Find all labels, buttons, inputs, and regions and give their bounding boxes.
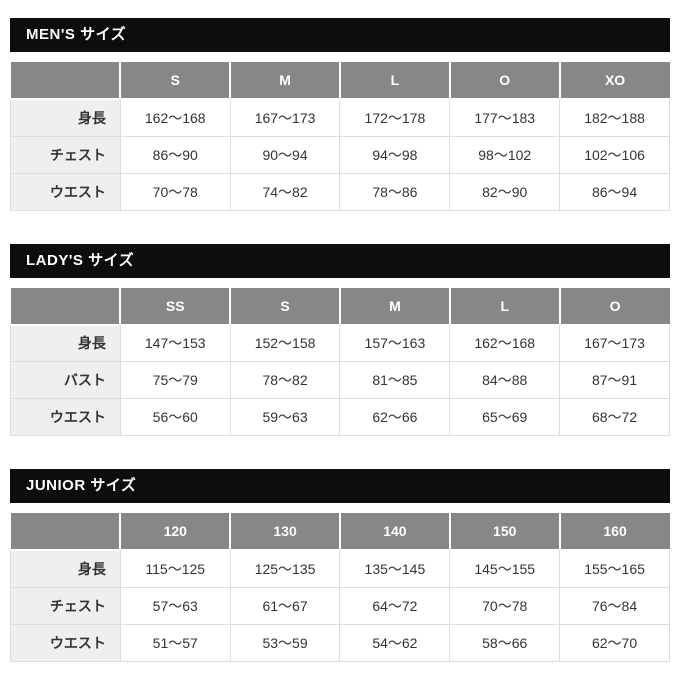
header-row: 120 130 140 150 160 [10,513,670,551]
table-row: ウエスト 51〜57 53〜59 54〜62 58〜66 62〜70 [10,623,670,662]
corner-cell [10,287,121,326]
size-cell: 167〜173 [229,98,341,137]
size-cell: 182〜188 [559,98,670,137]
row-label: バスト [10,361,121,399]
table-row: バスト 75〜79 78〜82 81〜85 84〜88 87〜91 [10,361,670,399]
size-cell: 167〜173 [559,324,670,362]
size-cell: 81〜85 [339,361,451,399]
size-cell: 61〜67 [229,586,341,625]
column-header: SS [119,287,231,326]
row-label: 身長 [10,549,121,588]
size-cell: 86〜90 [119,135,231,174]
table-row: チェスト 86〜90 90〜94 94〜98 98〜102 102〜106 [10,135,670,174]
size-cell: 64〜72 [339,586,451,625]
corner-cell [10,62,121,100]
size-table-junior: 120 130 140 150 160 身長 115〜125 125〜135 1… [10,513,670,662]
size-cell: 62〜66 [339,398,451,436]
size-section-ladys: LADY'S サイズ SS S M L O 身長 147〜153 152〜158 [10,243,670,436]
section-title: JUNIOR サイズ [26,477,137,494]
size-table-ladys: SS S M L O 身長 147〜153 152〜158 157〜163 16… [10,287,670,436]
table-row: 身長 162〜168 167〜173 172〜178 177〜183 182〜1… [10,98,670,137]
size-cell: 157〜163 [339,324,451,362]
column-header: XO [558,62,670,100]
size-section-junior: JUNIOR サイズ 120 130 140 150 160 身長 115〜12… [10,469,670,662]
size-cell: 87〜91 [559,361,670,399]
corner-cell [10,513,121,551]
column-header: 140 [338,513,450,551]
size-cell: 135〜145 [339,549,451,588]
row-label: 身長 [10,324,121,362]
row-label: ウエスト [10,172,121,211]
section-title-bar: MEN'S サイズ [10,18,670,52]
column-header: 150 [448,513,560,551]
size-table-mens: S M L O XO 身長 162〜168 167〜173 172〜178 17… [10,62,670,211]
size-cell: 58〜66 [449,623,561,662]
table-row: 身長 115〜125 125〜135 135〜145 145〜155 155〜1… [10,549,670,588]
size-cell: 125〜135 [229,549,341,588]
size-cell: 70〜78 [119,172,231,211]
size-cell: 53〜59 [229,623,341,662]
size-cell: 78〜86 [339,172,451,211]
size-cell: 162〜168 [119,98,231,137]
column-header: 130 [229,513,340,551]
row-label: チェスト [10,586,121,625]
row-label: 身長 [10,98,121,137]
column-header: S [119,62,231,100]
size-cell: 147〜153 [119,324,231,362]
size-cell: 78〜82 [229,361,341,399]
size-cell: 51〜57 [119,623,231,662]
table-row: チェスト 57〜63 61〜67 64〜72 70〜78 76〜84 [10,586,670,625]
header-row: S M L O XO [10,62,670,100]
column-header: S [229,287,340,326]
header-row: SS S M L O [10,287,670,326]
size-cell: 68〜72 [559,398,670,436]
size-cell: 62〜70 [559,623,670,662]
section-title: MEN'S サイズ [26,26,127,43]
table-row: ウエスト 56〜60 59〜63 62〜66 65〜69 68〜72 [10,398,670,436]
size-cell: 98〜102 [449,135,561,174]
size-cell: 65〜69 [449,398,561,436]
size-section-mens: MEN'S サイズ S M L O XO 身長 162〜168 167〜173 … [10,18,670,211]
size-cell: 75〜79 [119,361,231,399]
size-cell: 76〜84 [559,586,670,625]
size-cell: 90〜94 [229,135,341,174]
section-title-bar: JUNIOR サイズ [10,469,670,503]
row-label: ウエスト [10,623,121,662]
size-cell: 84〜88 [449,361,561,399]
section-title: LADY'S サイズ [26,251,135,269]
column-header: 120 [119,513,231,551]
column-header: O [448,62,560,100]
column-header: M [229,62,340,100]
size-cell: 57〜63 [119,586,231,625]
size-cell: 115〜125 [119,549,231,588]
size-cell: 82〜90 [449,172,561,211]
size-cell: 177〜183 [449,98,561,137]
size-cell: 74〜82 [229,172,341,211]
table-row: ウエスト 70〜78 74〜82 78〜86 82〜90 86〜94 [10,172,670,211]
size-cell: 94〜98 [339,135,451,174]
column-header: M [338,287,450,326]
size-cell: 172〜178 [339,98,451,137]
column-header: O [558,287,670,326]
size-cell: 70〜78 [449,586,561,625]
size-cell: 155〜165 [559,549,670,588]
size-cell: 162〜168 [449,324,561,362]
row-label: チェスト [10,135,121,174]
column-header: L [448,287,560,326]
column-header: 160 [558,513,670,551]
size-cell: 102〜106 [559,135,670,174]
size-cell: 59〜63 [229,398,341,436]
size-cell: 86〜94 [559,172,670,211]
section-title-bar: LADY'S サイズ [10,243,670,278]
size-cell: 152〜158 [229,324,341,362]
size-cell: 56〜60 [119,398,231,436]
row-label: ウエスト [10,398,121,436]
table-row: 身長 147〜153 152〜158 157〜163 162〜168 167〜1… [10,324,670,362]
size-cell: 54〜62 [339,623,451,662]
size-cell: 145〜155 [449,549,561,588]
column-header: L [338,62,450,100]
